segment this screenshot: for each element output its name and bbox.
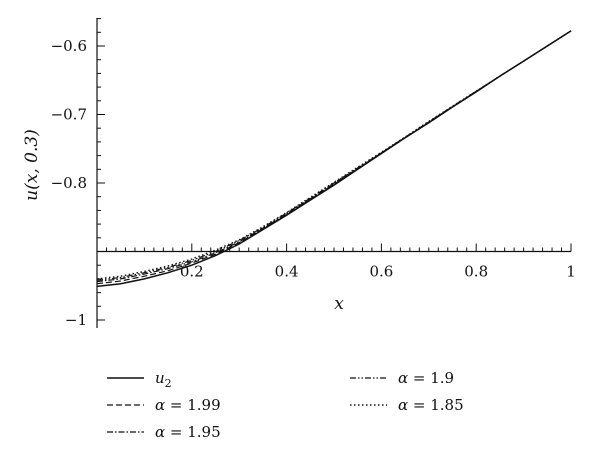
legend: u2 α = 1.99 α = 1.95 α = 1.9 α = 1.85 [107,369,464,441]
legend-label: α = 1.95 [155,423,221,441]
legend-label: α = 1.99 [155,396,221,414]
series-line-1 [96,30,572,285]
series-line-2 [96,30,572,283]
y-tick-label: −1 [65,311,87,329]
ticks: 0.2 0.4 0.6 0.8 1−1−0.8−0.7−0.6 [51,18,576,329]
x-tick-label: 0.4 [275,263,299,281]
legend-label: α = 1.85 [398,396,464,414]
series-line-3 [96,30,572,281]
series-lines [96,30,572,288]
axes [96,18,571,328]
series-line-4 [96,30,572,280]
x-tick-label: 1 [566,263,576,281]
x-tick-label: 0.6 [369,263,393,281]
x-axis-label: x [334,294,344,314]
y-tick-label: −0.8 [51,174,87,192]
legend-label: u2 [155,369,172,390]
y-tick-label: −0.7 [51,106,87,124]
y-tick-label: −0.6 [51,37,87,55]
x-tick-label: 0.8 [464,263,488,281]
y-axis-label: u(x, 0.3) [22,129,42,201]
legend-label: α = 1.9 [398,369,454,387]
